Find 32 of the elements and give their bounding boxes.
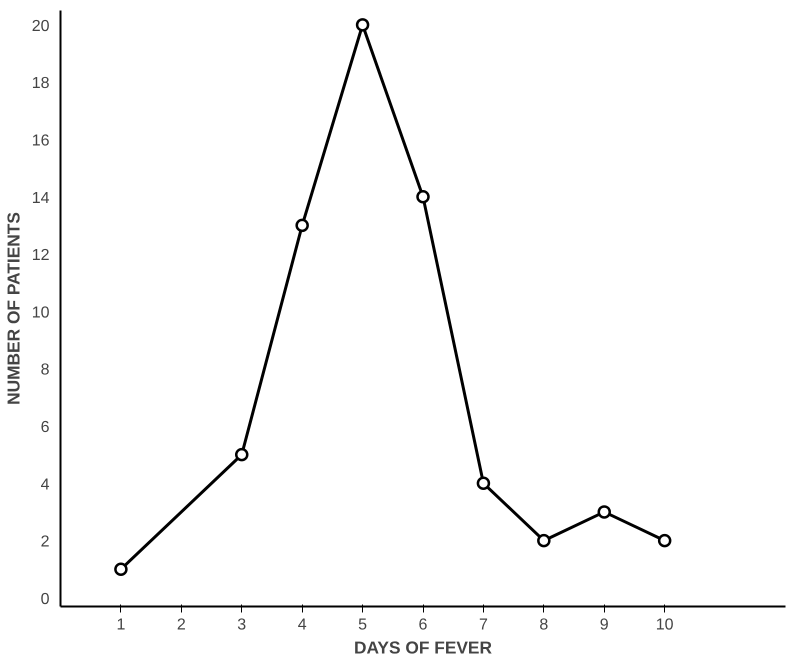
point: [235, 448, 248, 462]
y-tick-label: 2: [40, 534, 50, 551]
y-tick-label: 20: [32, 18, 50, 35]
x-tick-label: 7: [478, 616, 488, 634]
point: [295, 218, 309, 232]
point: [114, 562, 128, 576]
point: [416, 190, 430, 204]
point: [598, 505, 611, 519]
x-tick-label: 9: [600, 616, 609, 634]
y-axis-title: NUMBER OF PATIENTS: [4, 212, 24, 405]
point: [476, 476, 490, 490]
y-tick-label: 14: [32, 190, 50, 207]
y-tick-label: 12: [32, 247, 50, 264]
y-tick-label: 18: [32, 75, 50, 92]
x-tick-label: 10: [656, 616, 674, 634]
point: [658, 534, 672, 548]
y-tick-label: 10: [32, 304, 50, 322]
y-tick-label: 16: [32, 132, 50, 150]
point: [356, 18, 370, 32]
y-tick-label: 6: [40, 418, 50, 436]
y-tick-label: 0: [40, 590, 50, 608]
x-tick-label: 8: [539, 616, 548, 634]
x-tick-label: 2: [176, 616, 186, 634]
x-axis-title: DAYS OF FEVER: [354, 638, 492, 658]
y-tick-label: 8: [40, 362, 50, 379]
x-tick-label: 1: [116, 616, 126, 634]
x-tick-label: 3: [237, 616, 246, 634]
y-tick-label: 4: [40, 476, 50, 494]
x-tick-label: 4: [298, 616, 307, 634]
x-tick-label: 5: [358, 616, 368, 634]
point: [537, 534, 551, 548]
x-tick-label: 6: [418, 616, 428, 634]
